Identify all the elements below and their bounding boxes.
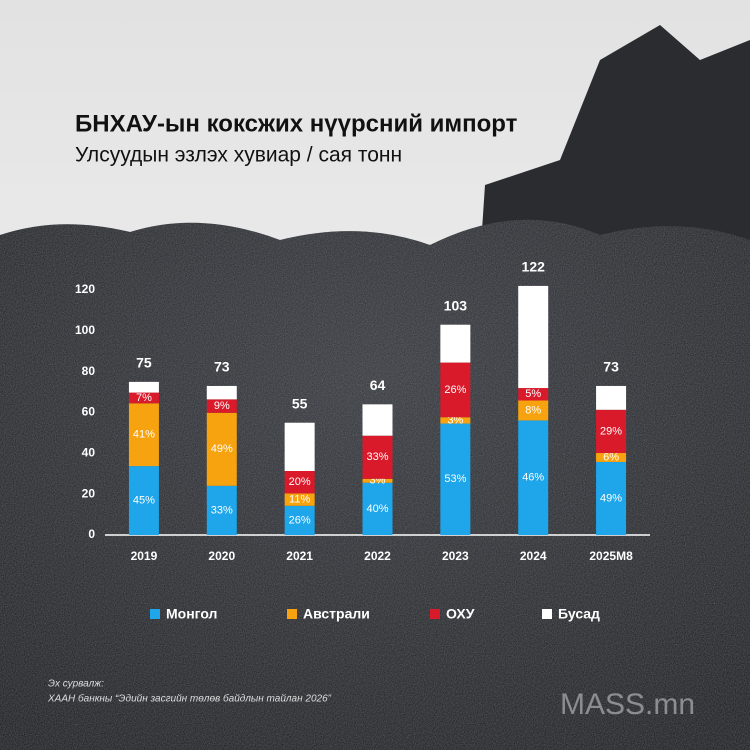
- total-label: 103: [444, 297, 468, 313]
- value-label: 49%: [600, 492, 622, 504]
- legend-swatch: [150, 609, 160, 619]
- bar-segment: [206, 399, 237, 413]
- x-tick-label: 2020: [208, 549, 235, 563]
- bar-segment: [362, 435, 393, 479]
- bar-segment: [206, 485, 237, 535]
- value-label: 5%: [525, 388, 541, 400]
- total-label: 122: [522, 259, 546, 275]
- value-label: 49%: [211, 443, 233, 455]
- legend-swatch: [542, 609, 552, 619]
- y-tick-label: 80: [82, 364, 96, 378]
- value-label: 26%: [289, 514, 311, 526]
- total-label: 75: [136, 355, 152, 371]
- legend-label: ОХУ: [446, 606, 475, 622]
- y-tick-label: 120: [75, 282, 95, 296]
- value-label: 33%: [366, 451, 388, 463]
- bar-segment: [440, 417, 471, 424]
- bar-segment: [518, 400, 549, 421]
- value-label: 8%: [525, 404, 541, 416]
- legend-label: Бусад: [558, 606, 600, 622]
- value-label: 3%: [447, 414, 463, 426]
- value-label: 20%: [289, 476, 311, 488]
- total-label: 64: [370, 377, 386, 393]
- bar-segment: [596, 461, 627, 535]
- bar-segment: [284, 505, 315, 535]
- chart-title: БНХАУ-ын коксжих нүүрсний импорт: [75, 110, 518, 137]
- value-label: 40%: [366, 503, 388, 515]
- value-label: 29%: [600, 425, 622, 437]
- total-label: 73: [214, 359, 230, 375]
- bar-segment: [128, 381, 159, 393]
- bar-segment: [518, 285, 549, 389]
- bar-segment: [596, 453, 627, 462]
- bar-segment: [362, 404, 393, 436]
- x-tick-label: 2022: [364, 549, 391, 563]
- bar-segment: [206, 385, 237, 400]
- legend-swatch: [287, 609, 297, 619]
- bar-segment: [440, 324, 471, 363]
- x-tick-label: 2019: [131, 549, 158, 563]
- bar-segment: [596, 409, 627, 454]
- y-tick-label: 20: [82, 486, 96, 500]
- source-label: Эх сурвалж:: [48, 679, 104, 690]
- bar-segment: [284, 493, 315, 506]
- source-text: ХААН банкны “Эдийн засгийн төлөв байдлын…: [47, 693, 332, 705]
- legend-swatch: [430, 609, 440, 619]
- total-label: 73: [603, 359, 619, 375]
- y-tick-label: 60: [82, 405, 96, 419]
- bar-segment: [518, 420, 549, 535]
- y-tick-label: 40: [82, 446, 96, 460]
- value-label: 6%: [603, 451, 619, 463]
- value-label: 41%: [133, 429, 155, 441]
- logo: MASS.mn: [560, 688, 695, 721]
- bar-segment: [440, 362, 471, 418]
- value-label: 46%: [522, 472, 544, 484]
- value-label: 26%: [444, 384, 466, 396]
- bar-segment: [362, 478, 393, 483]
- legend-label: Монгол: [166, 606, 217, 622]
- value-label: 7%: [136, 392, 152, 404]
- value-label: 11%: [289, 494, 310, 506]
- bar-segment: [128, 392, 159, 404]
- bar-segment: [440, 423, 471, 535]
- y-tick-label: 100: [75, 323, 95, 337]
- total-label: 55: [292, 395, 308, 411]
- value-label: 9%: [214, 400, 230, 412]
- legend-label: Австрали: [303, 606, 370, 622]
- bar-segment: [518, 388, 549, 401]
- bar-segment: [284, 422, 315, 471]
- value-label: 53%: [444, 473, 466, 485]
- bar-segment: [596, 385, 627, 410]
- bar-segment: [128, 403, 159, 467]
- y-tick-label: 0: [88, 527, 95, 541]
- x-tick-label: 2021: [286, 549, 313, 563]
- bar-segment: [206, 412, 237, 486]
- chart-subtitle: Улсуудын эзлэх хувиар / сая тонн: [75, 144, 402, 167]
- x-tick-label: 2023: [442, 549, 469, 563]
- value-label: 45%: [133, 494, 155, 506]
- x-tick-label: 2025М8: [589, 549, 633, 563]
- bar-segment: [362, 482, 393, 535]
- x-tick-label: 2024: [520, 549, 547, 563]
- value-label: 33%: [211, 504, 233, 516]
- bar-segment: [284, 470, 315, 494]
- bar-segment: [128, 466, 159, 535]
